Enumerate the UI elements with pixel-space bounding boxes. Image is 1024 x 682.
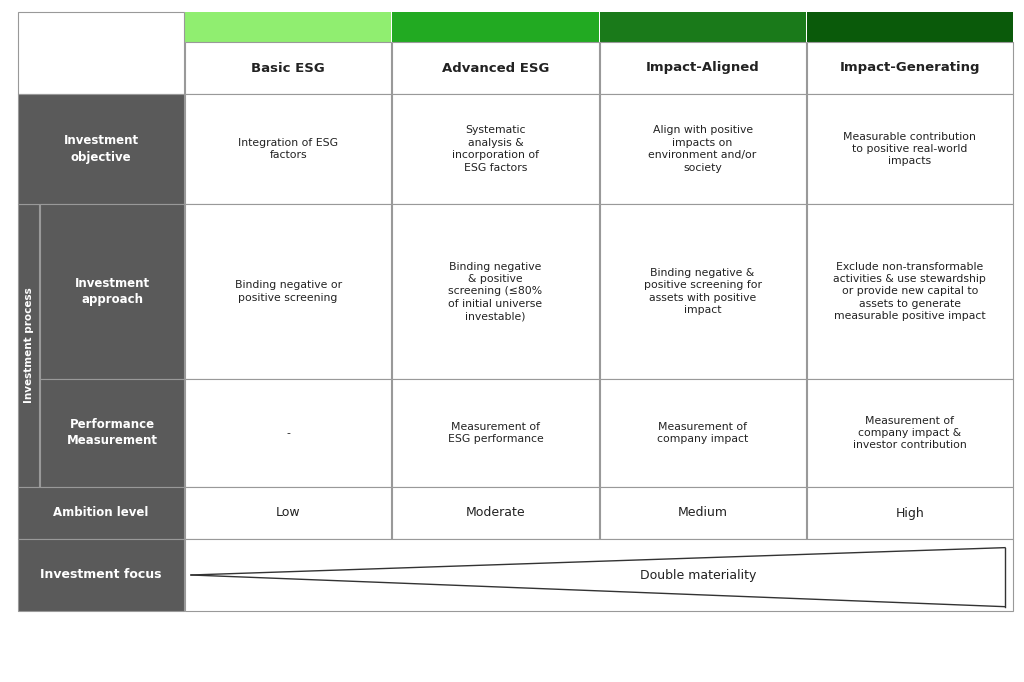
Bar bbox=[807, 487, 1013, 539]
Text: Impact-Aligned: Impact-Aligned bbox=[646, 61, 760, 74]
Bar bbox=[807, 379, 1013, 487]
Text: Exclude non-transformable
activities & use stewardship
or provide new capital to: Exclude non-transformable activities & u… bbox=[834, 262, 986, 321]
Text: Ambition level: Ambition level bbox=[53, 507, 148, 520]
Bar bbox=[185, 204, 391, 379]
Text: Align with positive
impacts on
environment and/or
society: Align with positive impacts on environme… bbox=[648, 125, 757, 173]
Bar bbox=[18, 94, 184, 204]
Bar bbox=[807, 204, 1013, 379]
Bar bbox=[18, 204, 39, 487]
Bar bbox=[185, 42, 391, 94]
Bar bbox=[392, 42, 598, 94]
Bar bbox=[599, 204, 806, 379]
Text: Investment focus: Investment focus bbox=[40, 569, 162, 582]
Bar bbox=[599, 42, 806, 94]
Bar bbox=[40, 204, 184, 379]
Text: Medium: Medium bbox=[678, 507, 728, 520]
Bar bbox=[185, 94, 391, 204]
Text: Binding negative &
positive screening for
assets with positive
impact: Binding negative & positive screening fo… bbox=[644, 268, 762, 315]
Text: Investment process: Investment process bbox=[24, 288, 34, 403]
Text: Measurement of
ESG performance: Measurement of ESG performance bbox=[447, 421, 544, 444]
Bar bbox=[599, 379, 806, 487]
Bar bbox=[185, 487, 391, 539]
Bar bbox=[185, 379, 391, 487]
Text: Binding negative or
positive screening: Binding negative or positive screening bbox=[234, 280, 342, 303]
Text: Measurement of
company impact &
investor contribution: Measurement of company impact & investor… bbox=[853, 415, 967, 450]
Bar bbox=[599, 12, 806, 42]
Bar bbox=[392, 94, 598, 204]
Text: Performance
Measurement: Performance Measurement bbox=[67, 419, 158, 447]
Text: Low: Low bbox=[275, 507, 300, 520]
Text: -: - bbox=[286, 428, 290, 438]
Bar bbox=[392, 379, 598, 487]
Bar bbox=[392, 12, 598, 42]
Bar bbox=[40, 379, 184, 487]
Text: Binding negative
& positive
screening (≤80%
of initial universe
investable): Binding negative & positive screening (≤… bbox=[449, 262, 543, 321]
Bar bbox=[185, 12, 391, 42]
Bar bbox=[807, 42, 1013, 94]
Text: Impact-Generating: Impact-Generating bbox=[840, 61, 980, 74]
Bar bbox=[185, 539, 1013, 611]
Text: Investment
approach: Investment approach bbox=[75, 277, 150, 306]
Text: Investment
objective: Investment objective bbox=[63, 134, 138, 164]
Bar bbox=[18, 12, 184, 94]
Bar bbox=[18, 539, 184, 611]
Text: Measurable contribution
to positive real-world
impacts: Measurable contribution to positive real… bbox=[844, 132, 976, 166]
Text: Measurement of
company impact: Measurement of company impact bbox=[657, 421, 749, 444]
Text: Double materiality: Double materiality bbox=[640, 569, 757, 582]
Text: High: High bbox=[896, 507, 925, 520]
Bar bbox=[392, 204, 598, 379]
Text: Advanced ESG: Advanced ESG bbox=[441, 61, 549, 74]
Text: Basic ESG: Basic ESG bbox=[251, 61, 325, 74]
Text: Systematic
analysis &
incorporation of
ESG factors: Systematic analysis & incorporation of E… bbox=[452, 125, 539, 173]
Text: Moderate: Moderate bbox=[466, 507, 525, 520]
Bar bbox=[599, 94, 806, 204]
Bar bbox=[807, 12, 1013, 42]
Bar bbox=[807, 94, 1013, 204]
Text: Integration of ESG
factors: Integration of ESG factors bbox=[239, 138, 338, 160]
Bar bbox=[599, 487, 806, 539]
Bar bbox=[18, 487, 184, 539]
Bar bbox=[392, 487, 598, 539]
